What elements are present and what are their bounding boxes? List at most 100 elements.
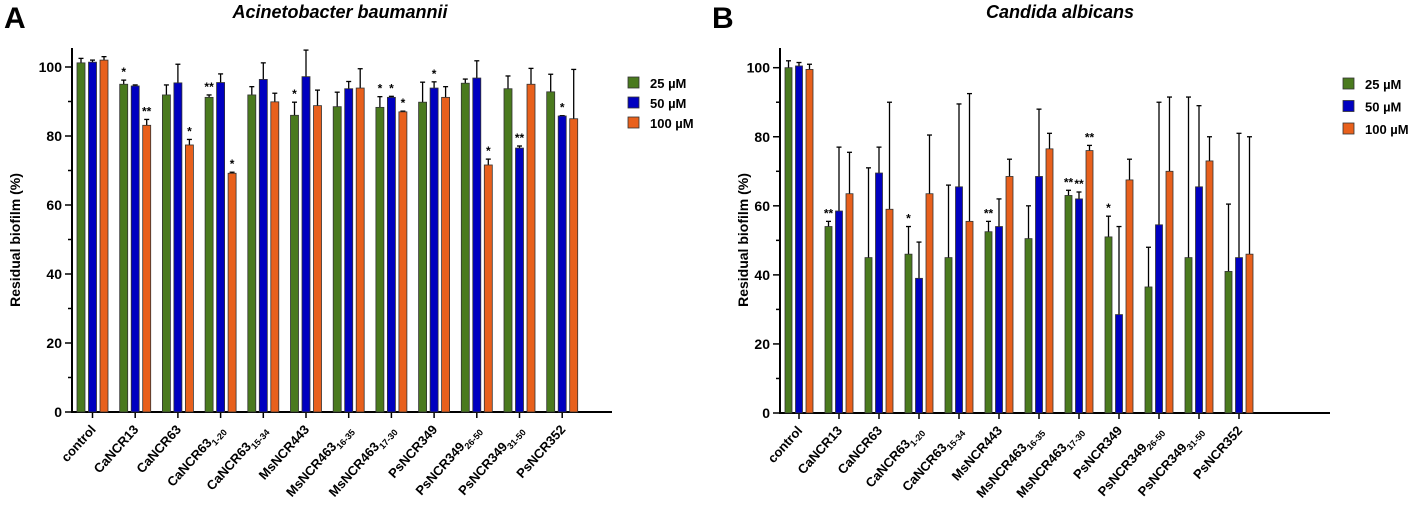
significance-marker: *	[230, 157, 235, 171]
panel-label: A	[4, 2, 26, 35]
significance-marker: **	[1074, 177, 1084, 191]
significance-marker: **	[515, 131, 525, 145]
y-axis-label: Residual biofilm (%)	[7, 173, 23, 307]
bar	[1104, 236, 1113, 414]
x-tick-label-subscript: 15-34	[945, 428, 968, 452]
bar	[161, 94, 171, 413]
significance-marker: *	[378, 82, 383, 96]
chart-panel-b: B Candida albicans Residual biofilm (%) 0 20…	[712, 2, 1409, 503]
legend-label: 100 µM	[1365, 122, 1409, 137]
bar	[1144, 286, 1153, 414]
bar	[483, 164, 493, 413]
significance-marker: *	[401, 96, 406, 110]
significance-marker: *	[1106, 201, 1111, 215]
bar	[569, 118, 579, 413]
bar	[824, 226, 833, 414]
legend-swatch	[1342, 122, 1355, 135]
bar	[398, 111, 408, 413]
legend-swatch	[1342, 100, 1355, 112]
bar	[184, 144, 194, 413]
bar	[290, 114, 299, 413]
x-tick-label-subscript: 17-30	[1065, 428, 1088, 452]
x-tick-label-subscript: 26-50	[1145, 428, 1168, 452]
bar	[864, 257, 873, 414]
bar	[142, 124, 152, 413]
significance-marker: *	[292, 87, 297, 101]
bar	[441, 96, 451, 413]
y-tick-label: 0	[54, 404, 62, 420]
x-tick-label: CaNCR6315-34	[203, 422, 271, 495]
bar	[418, 101, 428, 413]
x-tick-label-subscript: 26-50	[462, 427, 485, 451]
bar	[130, 85, 140, 413]
bar	[270, 101, 280, 413]
bar	[835, 210, 843, 414]
significance-marker: *	[560, 101, 565, 115]
bar	[904, 253, 913, 414]
bar	[915, 277, 923, 414]
bar	[885, 208, 894, 414]
legend-swatch	[627, 116, 640, 129]
y-tick-label: 20	[754, 336, 770, 352]
legend-swatch	[627, 96, 640, 109]
chart-title: Acinetobacter baumannii	[231, 2, 448, 22]
bar	[344, 88, 354, 413]
x-tick-label-subscript: 1-20	[908, 428, 927, 448]
significance-marker: **	[984, 206, 994, 220]
bar	[503, 88, 513, 413]
legend-label: 50 µM	[1365, 100, 1401, 115]
bar	[1155, 224, 1163, 414]
y-tick-label: 20	[46, 335, 62, 351]
chart-panel-a: A Acinetobacter baumannii Residual biofilm…	[4, 2, 694, 500]
x-tick-label: MsNCR46317-30	[1013, 423, 1087, 503]
y-tick-label: 100	[747, 60, 771, 76]
bar	[1245, 253, 1254, 414]
y-tick-label: 60	[46, 197, 62, 213]
bar	[258, 79, 268, 413]
x-tick-label-subscript: 31-50	[1185, 428, 1208, 452]
legend-label: 25 µM	[650, 76, 686, 91]
significance-marker: *	[486, 144, 491, 158]
x-tick-label-subscript: 15-34	[249, 427, 272, 451]
y-tick-label: 100	[39, 59, 63, 75]
legend-label: 50 µM	[650, 96, 686, 111]
y-tick-label: 40	[754, 267, 770, 283]
bar	[1235, 257, 1243, 414]
bar	[313, 105, 322, 413]
bar	[995, 226, 1003, 414]
significance-marker: *	[187, 124, 192, 138]
bar	[76, 62, 86, 413]
legend-swatch	[1342, 77, 1355, 90]
chart-title: Candida albicans	[986, 2, 1134, 22]
x-tick-label: CaNCR13	[91, 422, 142, 476]
bar	[332, 106, 342, 413]
bar	[1125, 179, 1134, 414]
significance-marker: *	[389, 81, 394, 95]
significance-marker: **	[204, 80, 214, 94]
bar	[805, 69, 814, 414]
legend-swatch	[627, 76, 640, 89]
bar	[925, 193, 934, 414]
bar	[1064, 195, 1073, 414]
bar	[1224, 271, 1233, 414]
bar	[1184, 257, 1193, 414]
bar	[1115, 314, 1123, 414]
bar	[1205, 160, 1214, 414]
bar	[1035, 176, 1043, 414]
bar	[795, 65, 803, 414]
bar	[1024, 238, 1033, 414]
x-tick-label-subscript: 17-30	[377, 427, 400, 451]
y-tick-label: 40	[46, 266, 62, 282]
x-tick-label-subscript: 1-20	[210, 427, 229, 447]
x-tick-label-subscript: 16-35	[1025, 428, 1048, 452]
bar	[99, 59, 109, 413]
bar	[1005, 176, 1014, 414]
y-tick-label: 0	[762, 405, 770, 421]
bar	[546, 91, 556, 413]
x-tick-label: PsNCR34931-50	[1135, 423, 1208, 501]
bar	[984, 231, 993, 414]
significance-marker: **	[824, 206, 834, 220]
bar	[119, 83, 129, 413]
x-tick-label-name: CaNCR13	[91, 422, 142, 476]
x-tick-label: control	[765, 423, 806, 466]
